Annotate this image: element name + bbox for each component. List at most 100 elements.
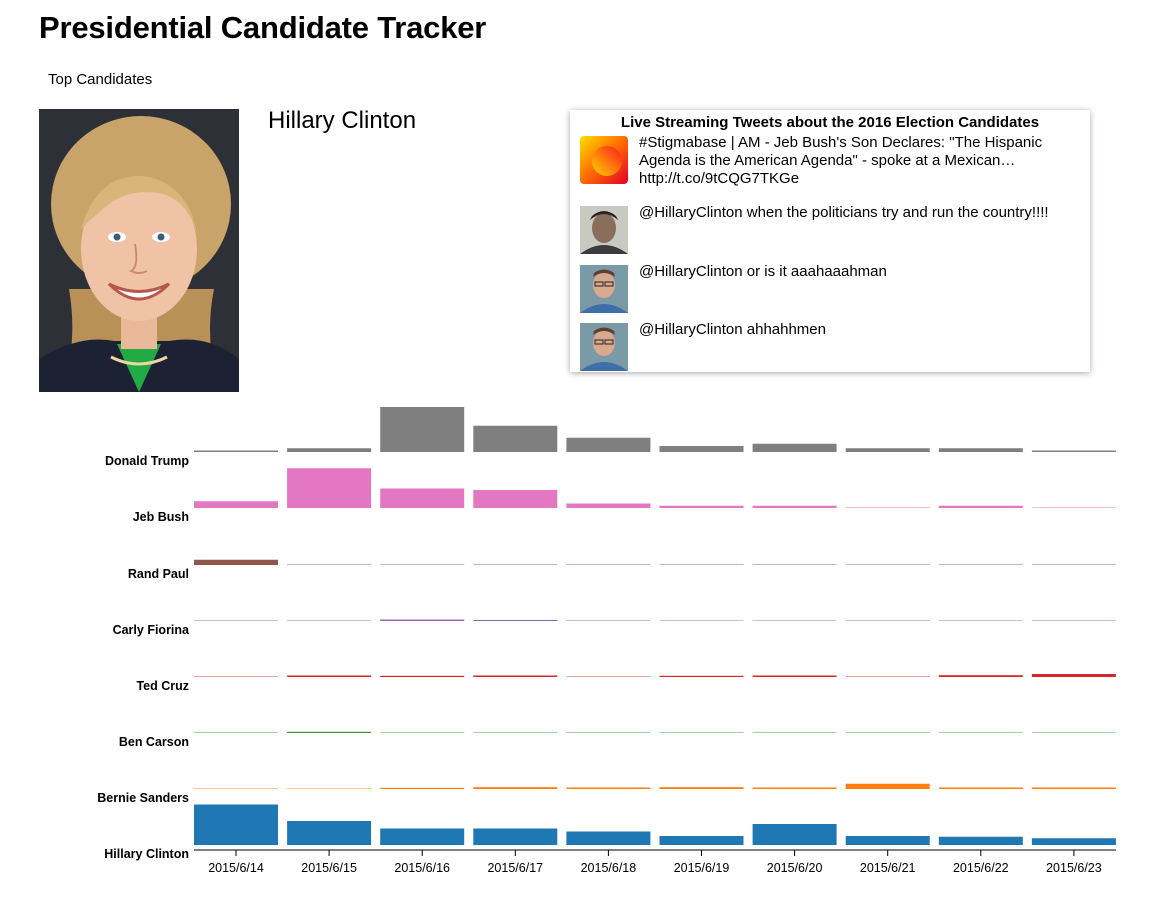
bar[interactable]: [1031, 450, 1116, 453]
bar[interactable]: [938, 836, 1023, 845]
bar[interactable]: [845, 507, 930, 508]
bar[interactable]: [752, 675, 837, 678]
bar[interactable]: [845, 836, 930, 845]
bar[interactable]: [752, 620, 837, 621]
bar[interactable]: [380, 488, 465, 509]
bar[interactable]: [473, 490, 558, 508]
bar[interactable]: [380, 619, 465, 622]
bar[interactable]: [473, 425, 558, 452]
bar[interactable]: [659, 732, 744, 733]
bar[interactable]: [194, 620, 278, 621]
mentions-bar-chart: Donald Trump Jeb Bush Rand Paul Carly Fiori…: [97, 407, 1116, 875]
bar[interactable]: [752, 824, 837, 845]
series-label: Donald Trump: [105, 454, 189, 468]
x-tick-label: 2015/6/17: [487, 861, 543, 875]
bar[interactable]: [287, 675, 372, 678]
candidate-portrait-image: [39, 109, 239, 392]
x-tick-label: 2015/6/18: [581, 861, 637, 875]
bar[interactable]: [659, 675, 744, 677]
bar[interactable]: [1031, 838, 1116, 845]
bar[interactable]: [659, 836, 744, 845]
bar[interactable]: [566, 787, 651, 790]
bar[interactable]: [287, 564, 372, 565]
bar[interactable]: [473, 732, 558, 733]
bar[interactable]: [194, 676, 278, 677]
bar[interactable]: [845, 676, 930, 677]
bar[interactable]: [473, 828, 558, 846]
nav-top-candidates-link[interactable]: Top Candidates: [48, 71, 153, 88]
x-tick-label: 2015/6/16: [394, 861, 450, 875]
bar[interactable]: [659, 564, 744, 565]
x-tick-label: 2015/6/15: [301, 861, 357, 875]
man-portrait-avatar: [580, 206, 628, 254]
bar[interactable]: [380, 828, 465, 846]
series-label: Ted Cruz: [136, 679, 189, 693]
bar[interactable]: [938, 732, 1023, 733]
bar[interactable]: [752, 443, 837, 452]
bar[interactable]: [845, 564, 930, 565]
bar[interactable]: [473, 675, 558, 678]
bar[interactable]: [938, 787, 1023, 790]
bar[interactable]: [1031, 620, 1116, 621]
bar[interactable]: [194, 559, 278, 565]
bar[interactable]: [659, 505, 744, 508]
bar[interactable]: [287, 620, 372, 621]
x-tick-label: 2015/6/14: [208, 861, 264, 875]
bar[interactable]: [1031, 787, 1116, 790]
bar[interactable]: [938, 564, 1023, 565]
bar[interactable]: [845, 448, 930, 452]
bar[interactable]: [659, 620, 744, 621]
bar[interactable]: [938, 505, 1023, 508]
bar[interactable]: [194, 501, 278, 508]
man-portrait-avatar: [580, 323, 628, 371]
bar[interactable]: [1031, 507, 1116, 508]
bar[interactable]: [566, 503, 651, 509]
bar[interactable]: [752, 505, 837, 508]
bar[interactable]: [938, 675, 1023, 677]
bar[interactable]: [380, 675, 465, 677]
series-label: Rand Paul: [128, 567, 189, 581]
bar[interactable]: [752, 564, 837, 565]
bar[interactable]: [659, 446, 744, 452]
x-tick-label: 2015/6/23: [1046, 861, 1102, 875]
x-tick-label: 2015/6/19: [674, 861, 730, 875]
bar[interactable]: [659, 787, 744, 789]
bar[interactable]: [566, 831, 651, 846]
bar[interactable]: [380, 407, 465, 452]
gradient-logo-avatar: [580, 136, 628, 184]
bar[interactable]: [752, 732, 837, 733]
bar[interactable]: [287, 731, 372, 733]
bar[interactable]: [194, 788, 278, 789]
bar[interactable]: [287, 821, 372, 845]
bar[interactable]: [845, 732, 930, 733]
bar[interactable]: [938, 448, 1023, 452]
bar[interactable]: [566, 620, 651, 621]
x-tick-label: 2015/6/20: [767, 861, 823, 875]
bar[interactable]: [566, 676, 651, 677]
bar[interactable]: [380, 564, 465, 565]
bar[interactable]: [752, 787, 837, 790]
x-tick-label: 2015/6/22: [953, 861, 1009, 875]
bar[interactable]: [194, 732, 278, 733]
bar[interactable]: [287, 448, 372, 452]
bar[interactable]: [194, 450, 278, 453]
series-label: Carly Fiorina: [113, 623, 190, 637]
series-label: Bernie Sanders: [97, 791, 189, 805]
bar[interactable]: [1031, 564, 1116, 565]
bar[interactable]: [380, 787, 465, 789]
bar[interactable]: [566, 437, 651, 452]
bar[interactable]: [194, 804, 278, 846]
bar[interactable]: [1031, 674, 1116, 677]
bar[interactable]: [473, 564, 558, 565]
bar[interactable]: [566, 732, 651, 733]
bar[interactable]: [287, 468, 372, 508]
bar[interactable]: [380, 732, 465, 733]
bar[interactable]: [845, 783, 930, 789]
bar[interactable]: [938, 620, 1023, 621]
bar[interactable]: [287, 788, 372, 789]
bar[interactable]: [845, 620, 930, 621]
bar[interactable]: [473, 619, 558, 621]
bar[interactable]: [473, 787, 558, 789]
bar[interactable]: [566, 564, 651, 565]
bar[interactable]: [1031, 732, 1116, 733]
